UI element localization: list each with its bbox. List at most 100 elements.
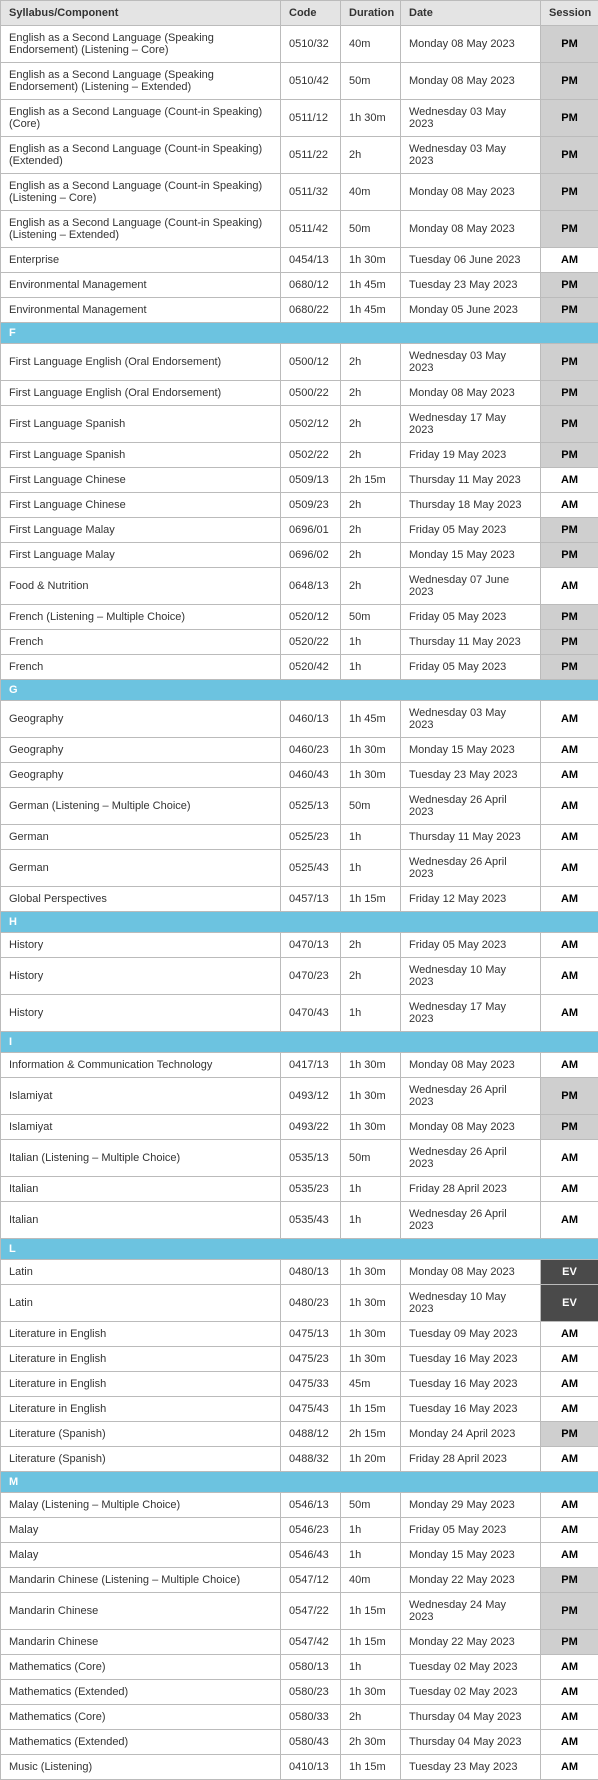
- cell-syllabus: First Language Chinese: [1, 493, 281, 518]
- cell-syllabus: German: [1, 850, 281, 887]
- cell-duration: 1h 15m: [341, 887, 401, 912]
- cell-date: Wednesday 26 April 2023: [401, 1140, 541, 1177]
- cell-syllabus: Italian: [1, 1177, 281, 1202]
- section-label: I: [1, 1032, 598, 1053]
- table-row: First Language English (Oral Endorsement…: [1, 344, 598, 381]
- cell-syllabus: First Language Malay: [1, 543, 281, 568]
- cell-code: 0580/13: [281, 1655, 341, 1680]
- cell-date: Monday 08 May 2023: [401, 1053, 541, 1078]
- cell-duration: 40m: [341, 1568, 401, 1593]
- cell-session: PM: [541, 63, 598, 100]
- table-row: Global Perspectives0457/131h 15mFriday 1…: [1, 887, 598, 912]
- cell-syllabus: History: [1, 933, 281, 958]
- header-syllabus: Syllabus/Component: [1, 1, 281, 26]
- table-row: Geography0460/431h 30mTuesday 23 May 202…: [1, 763, 598, 788]
- cell-date: Tuesday 06 June 2023: [401, 248, 541, 273]
- cell-session: EV: [541, 1285, 598, 1322]
- cell-date: Thursday 11 May 2023: [401, 825, 541, 850]
- cell-session: AM: [541, 995, 598, 1032]
- cell-code: 0525/23: [281, 825, 341, 850]
- section-label: H: [1, 912, 598, 933]
- table-row: French (Listening – Multiple Choice)0520…: [1, 605, 598, 630]
- cell-syllabus: First Language Spanish: [1, 406, 281, 443]
- table-row: Literature in English0475/131h 30mTuesda…: [1, 1322, 598, 1347]
- cell-syllabus: English as a Second Language (Count-in S…: [1, 137, 281, 174]
- cell-syllabus: Mathematics (Core): [1, 1705, 281, 1730]
- cell-date: Monday 08 May 2023: [401, 381, 541, 406]
- section-label: L: [1, 1239, 598, 1260]
- cell-session: AM: [541, 763, 598, 788]
- cell-session: AM: [541, 1447, 598, 1472]
- table-row: Environmental Management0680/221h 45mMon…: [1, 298, 598, 323]
- cell-syllabus: Mandarin Chinese: [1, 1630, 281, 1655]
- cell-code: 0460/23: [281, 738, 341, 763]
- cell-duration: 1h 30m: [341, 1285, 401, 1322]
- cell-session: AM: [541, 1372, 598, 1397]
- cell-code: 0680/22: [281, 298, 341, 323]
- cell-date: Thursday 11 May 2023: [401, 468, 541, 493]
- cell-session: PM: [541, 100, 598, 137]
- section-header-M: M: [1, 1472, 598, 1493]
- cell-duration: 1h 15m: [341, 1397, 401, 1422]
- table-row: English as a Second Language (Count-in S…: [1, 137, 598, 174]
- cell-date: Friday 05 May 2023: [401, 605, 541, 630]
- cell-date: Wednesday 03 May 2023: [401, 137, 541, 174]
- cell-syllabus: German: [1, 825, 281, 850]
- cell-syllabus: French: [1, 655, 281, 680]
- cell-date: Tuesday 23 May 2023: [401, 763, 541, 788]
- table-row: English as a Second Language (Count-in S…: [1, 174, 598, 211]
- cell-duration: 1h: [341, 630, 401, 655]
- exam-timetable: Syllabus/Component Code Duration Date Se…: [0, 0, 598, 1780]
- cell-code: 0500/22: [281, 381, 341, 406]
- cell-duration: 1h 15m: [341, 1630, 401, 1655]
- cell-duration: 1h 15m: [341, 1593, 401, 1630]
- cell-date: Tuesday 16 May 2023: [401, 1347, 541, 1372]
- cell-duration: 50m: [341, 63, 401, 100]
- cell-syllabus: Geography: [1, 738, 281, 763]
- table-row: Geography0460/131h 45mWednesday 03 May 2…: [1, 701, 598, 738]
- cell-syllabus: Mandarin Chinese: [1, 1593, 281, 1630]
- cell-duration: 1h 45m: [341, 273, 401, 298]
- cell-duration: 1h 30m: [341, 738, 401, 763]
- cell-date: Monday 29 May 2023: [401, 1493, 541, 1518]
- cell-duration: 2h: [341, 568, 401, 605]
- cell-duration: 1h 30m: [341, 1078, 401, 1115]
- cell-duration: 1h: [341, 1518, 401, 1543]
- header-row: Syllabus/Component Code Duration Date Se…: [1, 1, 598, 26]
- cell-duration: 50m: [341, 1140, 401, 1177]
- cell-duration: 2h: [341, 406, 401, 443]
- cell-session: AM: [541, 933, 598, 958]
- cell-syllabus: First Language English (Oral Endorsement…: [1, 381, 281, 406]
- cell-duration: 1h 45m: [341, 298, 401, 323]
- table-row: Mandarin Chinese (Listening – Multiple C…: [1, 1568, 598, 1593]
- table-row: Islamiyat0493/121h 30mWednesday 26 April…: [1, 1078, 598, 1115]
- table-row: First Language Spanish0502/222hFriday 19…: [1, 443, 598, 468]
- cell-syllabus: Italian: [1, 1202, 281, 1239]
- cell-session: PM: [541, 137, 598, 174]
- table-row: Italian (Listening – Multiple Choice)053…: [1, 1140, 598, 1177]
- table-row: First Language Chinese0509/132h 15mThurs…: [1, 468, 598, 493]
- cell-syllabus: English as a Second Language (Count-in S…: [1, 100, 281, 137]
- cell-duration: 1h 30m: [341, 1053, 401, 1078]
- cell-date: Monday 24 April 2023: [401, 1422, 541, 1447]
- cell-duration: 2h 30m: [341, 1730, 401, 1755]
- cell-date: Monday 08 May 2023: [401, 211, 541, 248]
- cell-code: 0648/13: [281, 568, 341, 605]
- cell-code: 0475/23: [281, 1347, 341, 1372]
- table-row: Literature in English0475/3345mTuesday 1…: [1, 1372, 598, 1397]
- cell-duration: 2h: [341, 543, 401, 568]
- section-label: G: [1, 680, 598, 701]
- cell-session: AM: [541, 1177, 598, 1202]
- cell-date: Monday 05 June 2023: [401, 298, 541, 323]
- cell-syllabus: German (Listening – Multiple Choice): [1, 788, 281, 825]
- cell-date: Wednesday 26 April 2023: [401, 1202, 541, 1239]
- cell-duration: 1h 20m: [341, 1447, 401, 1472]
- cell-date: Wednesday 26 April 2023: [401, 850, 541, 887]
- cell-session: AM: [541, 1140, 598, 1177]
- cell-session: AM: [541, 1397, 598, 1422]
- cell-session: AM: [541, 1493, 598, 1518]
- cell-syllabus: Global Perspectives: [1, 887, 281, 912]
- cell-session: PM: [541, 273, 598, 298]
- cell-code: 0535/23: [281, 1177, 341, 1202]
- cell-duration: 1h 30m: [341, 1260, 401, 1285]
